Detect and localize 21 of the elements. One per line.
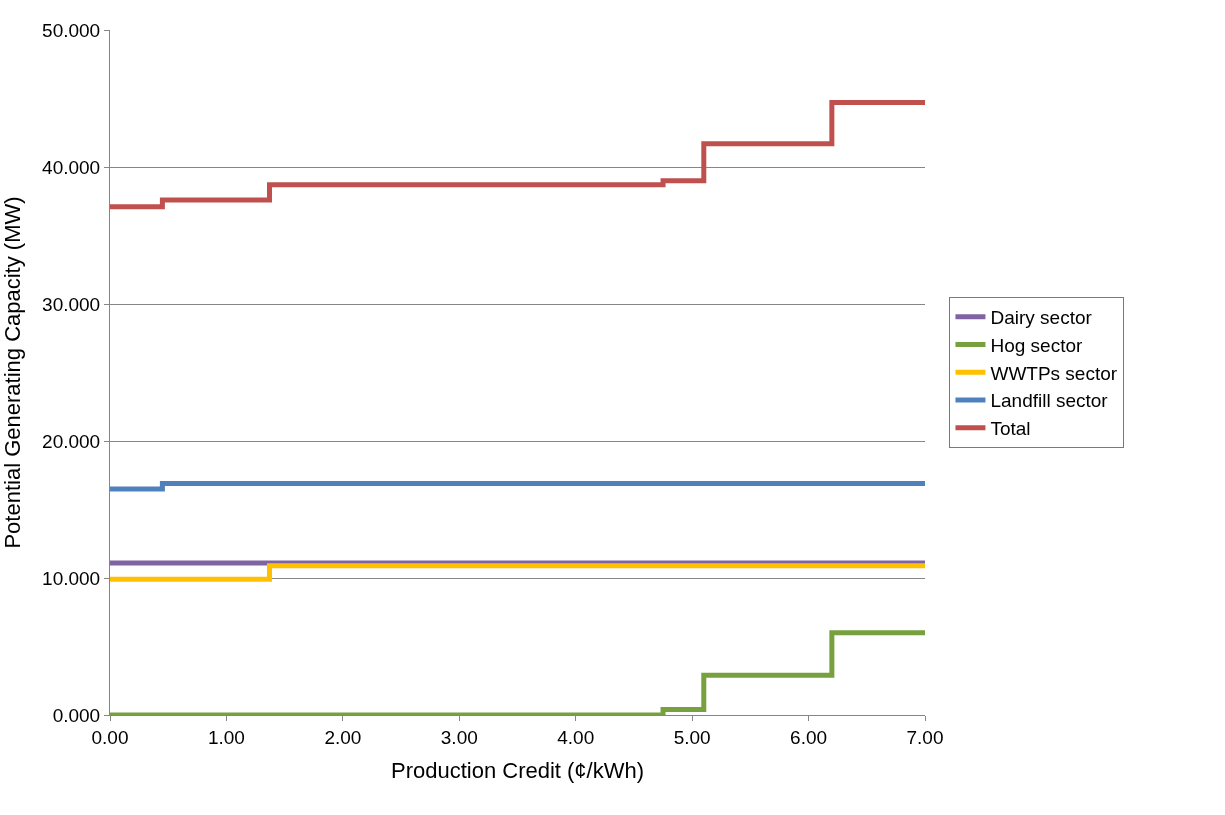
y-tick-label: 50.000 (42, 19, 101, 41)
x-axis-title: Production Credit (¢/kWh) (390, 757, 645, 783)
legend-label: Total (990, 418, 1031, 440)
y-tick-label: 20.000 (42, 430, 101, 452)
y-tick-label: 30.000 (42, 293, 101, 315)
x-tick-label: 7.00 (906, 726, 944, 748)
legend-label: WWTPs sector (990, 362, 1118, 384)
y-tick-label: 0.000 (52, 704, 101, 726)
x-tick-label: 4.00 (557, 726, 595, 748)
legend-label: Dairy sector (990, 307, 1093, 329)
legend-label: Hog sector (990, 334, 1083, 356)
x-tick-label: 3.00 (440, 726, 478, 748)
y-axis-title: Potential Generating Capacity (MW) (0, 196, 25, 549)
y-tick-label: 10.000 (42, 567, 101, 589)
y-tick-label: 40.000 (42, 156, 101, 178)
x-tick-label: 2.00 (324, 726, 362, 748)
x-tick-label: 6.00 (790, 726, 828, 748)
x-tick-label: 0.00 (91, 726, 129, 748)
x-tick-label: 1.00 (207, 726, 245, 748)
legend-label: Landfill sector (990, 390, 1109, 412)
x-tick-label: 5.00 (673, 726, 711, 748)
